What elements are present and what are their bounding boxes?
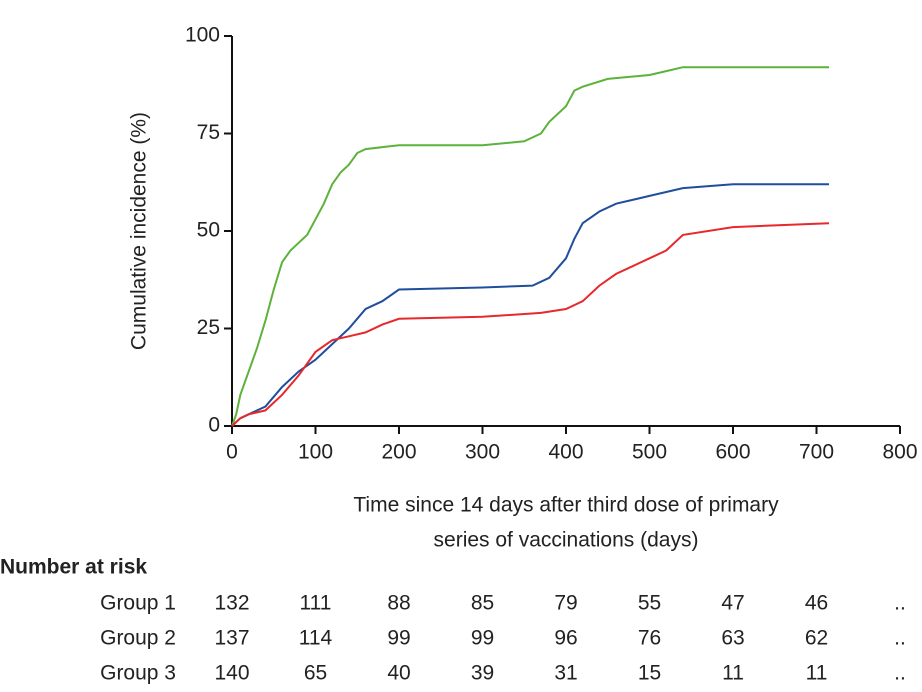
x-tick-label: 200 — [381, 441, 416, 464]
risk-value: 31 — [554, 662, 577, 685]
risk-row-label: Group 2 — [100, 627, 176, 650]
risk-value: 96 — [554, 627, 577, 650]
x-axis-label: series of vaccinations (days) — [434, 529, 699, 552]
risk-value: 85 — [471, 592, 494, 615]
risk-value: 132 — [214, 592, 249, 615]
x-tick-label: 600 — [715, 441, 750, 464]
risk-row-label: Group 1 — [100, 592, 176, 615]
risk-value: 62 — [805, 627, 828, 650]
risk-value: 140 — [214, 662, 249, 685]
x-tick-label: 400 — [548, 441, 583, 464]
y-tick-label: 100 — [185, 24, 220, 47]
risk-value: 65 — [304, 662, 327, 685]
risk-value: 39 — [471, 662, 494, 685]
x-tick-label: 700 — [799, 441, 834, 464]
risk-value: 137 — [214, 627, 249, 650]
x-tick-label: 500 — [632, 441, 667, 464]
risk-value: .. — [894, 662, 906, 685]
risk-value: 114 — [299, 627, 333, 650]
series-line — [231, 66, 830, 427]
risk-value: 79 — [554, 592, 577, 615]
risk-value: 88 — [387, 592, 410, 615]
risk-value: .. — [894, 592, 906, 615]
y-tick-label: 0 — [208, 414, 220, 437]
series-line — [231, 222, 830, 427]
x-tick-label: 100 — [298, 441, 333, 464]
y-tick-label: 50 — [197, 219, 220, 242]
risk-value: 15 — [638, 662, 661, 685]
risk-value: 55 — [638, 592, 661, 615]
risk-value: 63 — [721, 627, 744, 650]
y-tick-label: 75 — [197, 121, 220, 144]
risk-value: 47 — [721, 592, 744, 615]
x-tick-label: 300 — [465, 441, 500, 464]
risk-value: 76 — [638, 627, 661, 650]
y-axis-label: Cumulative incidence (%) — [128, 112, 151, 350]
risk-value: 11 — [806, 662, 828, 685]
x-axis-label: Time since 14 days after third dose of p… — [353, 494, 779, 517]
risk-value: 99 — [471, 627, 494, 650]
series-line — [231, 183, 830, 427]
x-tick-label: 0 — [226, 441, 238, 464]
risk-value: .. — [894, 627, 906, 650]
x-tick-label: 800 — [882, 441, 917, 464]
risk-value: 11 — [722, 662, 744, 685]
y-tick-label: 25 — [197, 316, 220, 339]
risk-row-label: Group 3 — [100, 662, 176, 685]
risk-table-title: Number at risk — [0, 556, 147, 579]
risk-value: 40 — [387, 662, 410, 685]
risk-value: 99 — [387, 627, 410, 650]
risk-value: 111 — [300, 592, 332, 615]
risk-value: 46 — [805, 592, 828, 615]
